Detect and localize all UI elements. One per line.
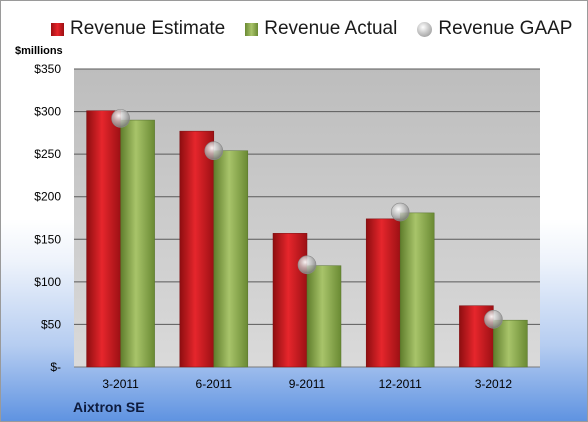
marker-revenue-gaap [204,141,224,161]
legend: Revenue Estimate Revenue Actual Revenue … [51,15,572,43]
marker-revenue-gaap [390,202,410,222]
marker-revenue-gaap [297,255,317,275]
y-tick-label: $200 [34,190,61,204]
marker-revenue-gaap [111,109,130,128]
bar-revenue-estimate [272,233,308,368]
legend-label-actual: Revenue Actual [264,18,398,39]
y-tick-label: $300 [34,105,61,119]
y-tick-label: $150 [34,232,61,246]
y-tick-label: $250 [34,147,61,161]
legend-swatch-actual [245,22,259,36]
legend-item-estimate: Revenue Estimate [51,18,225,40]
bar-revenue-actual [306,265,342,368]
legend-swatch-estimate [51,22,64,36]
x-tick-label: 3-2012 [475,377,513,391]
bar-revenue-estimate [179,130,215,368]
x-tick-label: 6-2011 [196,377,233,391]
bar-revenue-estimate [365,218,401,368]
y-tick-label: $350 [34,62,61,76]
y-tick-label: $100 [34,275,61,289]
bar-revenue-actual [213,150,249,368]
y-axis-units-label: $millions [15,45,63,57]
y-tick-label: $- [50,360,61,374]
x-tick-label: 12-2011 [379,377,422,391]
legend-label-estimate: Revenue Estimate [70,18,226,39]
bar-revenue-actual [493,319,528,368]
marker-revenue-gaap [484,310,503,329]
legend-swatch-gaap [417,21,433,37]
x-tick-label: 9-2011 [289,377,326,391]
legend-label-gaap: Revenue GAAP [438,18,573,39]
bar-revenue-estimate [86,110,121,368]
bar-revenue-actual [120,119,155,368]
y-tick-label: $50 [41,317,61,331]
x-tick-label: 3-2011 [102,377,139,391]
legend-item-actual: Revenue Actual [245,18,397,40]
legend-item-gaap: Revenue GAAP [417,18,572,40]
bar-revenue-actual [399,212,435,368]
company-name: Aixtron SE [73,399,145,415]
